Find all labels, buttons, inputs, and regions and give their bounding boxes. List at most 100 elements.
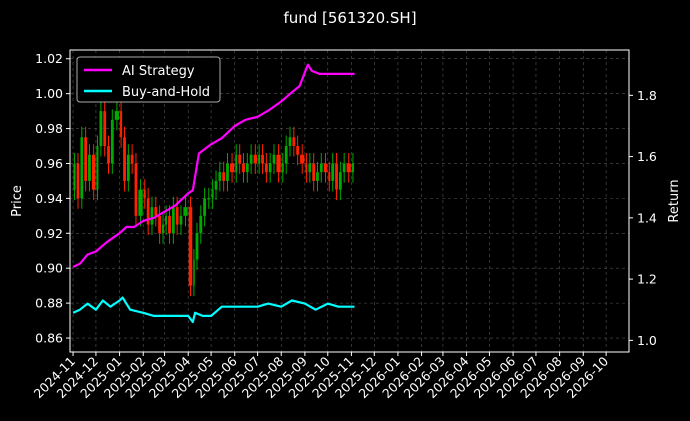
price-bar bbox=[84, 137, 88, 181]
price-bar bbox=[80, 137, 84, 199]
price-bar bbox=[276, 154, 281, 173]
price-bar bbox=[168, 215, 171, 234]
price-bar bbox=[143, 189, 146, 199]
price-bar bbox=[91, 154, 96, 190]
y-tick-label-right: 1.8 bbox=[637, 88, 657, 103]
y-tick-label-left: 0.92 bbox=[35, 226, 63, 241]
legend-label-buy-and-hold: Buy-and-Hold bbox=[122, 85, 210, 100]
price-bar bbox=[281, 163, 284, 173]
price-bar bbox=[207, 198, 211, 200]
legend-label-ai-strategy: AI Strategy bbox=[122, 64, 195, 79]
price-bar bbox=[335, 163, 338, 190]
price-bar bbox=[126, 154, 130, 181]
y-tick-label-right: 1.0 bbox=[637, 333, 657, 348]
y-tick-label-left: 0.96 bbox=[35, 156, 63, 171]
legend-box bbox=[76, 56, 221, 103]
price-bar bbox=[114, 111, 120, 120]
price-bar bbox=[328, 172, 331, 181]
legend: AI Strategy Buy-and-Hold bbox=[76, 56, 221, 103]
y-axis-label-left: Price bbox=[10, 185, 25, 217]
price-bar bbox=[338, 172, 342, 190]
y-tick-label-left: 1.02 bbox=[35, 51, 63, 66]
price-bar bbox=[138, 189, 143, 216]
price-bar bbox=[316, 172, 319, 181]
price-bar bbox=[162, 224, 165, 234]
price-bar bbox=[331, 163, 335, 181]
price-bar bbox=[188, 207, 193, 286]
price-bar bbox=[107, 146, 110, 164]
price-bar bbox=[150, 207, 154, 225]
price-bar bbox=[226, 163, 229, 181]
price-bar bbox=[130, 154, 134, 164]
price-bar bbox=[73, 163, 76, 190]
price-bar bbox=[195, 233, 199, 260]
y-tick-label-right: 1.4 bbox=[637, 210, 657, 225]
y-axis-right: 1.0 1.2 1.4 1.6 1.8 bbox=[629, 88, 657, 348]
price-bar bbox=[103, 111, 107, 147]
price-bar bbox=[346, 163, 351, 173]
price-bar bbox=[292, 137, 296, 147]
price-bar bbox=[342, 163, 346, 173]
price-bar bbox=[193, 259, 195, 286]
price-bar bbox=[268, 163, 272, 173]
plot-frame bbox=[69, 49, 630, 353]
ai-strategy-line bbox=[72, 63, 355, 268]
price-bar bbox=[96, 146, 99, 190]
price-bar bbox=[238, 154, 242, 164]
price-bar bbox=[76, 163, 80, 199]
price-bar bbox=[165, 215, 168, 225]
price-bar bbox=[249, 154, 253, 164]
price-bar bbox=[284, 146, 288, 164]
price-bar bbox=[146, 198, 150, 225]
price-bar bbox=[203, 198, 207, 216]
price-bar bbox=[351, 163, 354, 173]
price-bar bbox=[134, 163, 138, 216]
price-bar bbox=[296, 146, 300, 155]
price-bar bbox=[175, 207, 179, 225]
price-bar bbox=[99, 111, 103, 147]
price-bar bbox=[242, 163, 245, 173]
price-bar bbox=[110, 119, 114, 164]
price-bar bbox=[158, 215, 162, 234]
y-tick-label-right: 1.6 bbox=[637, 149, 657, 164]
price-bar bbox=[218, 172, 222, 181]
price-bar bbox=[264, 163, 268, 173]
y-tick-label-left: 0.98 bbox=[35, 121, 63, 136]
price-bar bbox=[288, 137, 292, 147]
price-bar bbox=[229, 163, 235, 173]
price-bar bbox=[222, 172, 226, 181]
price-bar bbox=[154, 207, 158, 216]
price-bar bbox=[214, 180, 218, 190]
price-bar bbox=[120, 111, 123, 138]
price-candles bbox=[73, 100, 354, 297]
price-bar bbox=[245, 163, 249, 173]
price-bar bbox=[123, 137, 126, 181]
price-bar bbox=[179, 215, 183, 225]
price-bar bbox=[323, 163, 328, 173]
price-bar bbox=[272, 154, 276, 164]
buy-and-hold-line bbox=[72, 296, 355, 324]
y-tick-label-right: 1.2 bbox=[637, 272, 657, 287]
price-bar bbox=[305, 163, 308, 173]
price-bar bbox=[253, 154, 258, 164]
y-tick-label-left: 0.90 bbox=[35, 261, 63, 276]
price-bar bbox=[258, 154, 261, 164]
price-bar bbox=[199, 215, 203, 234]
price-bar bbox=[300, 154, 305, 164]
price-bar bbox=[319, 163, 323, 173]
chart-title: fund [561320.SH] bbox=[283, 9, 416, 27]
price-bar bbox=[235, 154, 238, 173]
price-bar bbox=[261, 154, 264, 164]
price-bar bbox=[312, 163, 316, 181]
y-axis-left: 0.86 0.88 0.90 0.92 0.94 0.96 0.98 1.00 1.02 bbox=[35, 51, 70, 346]
price-bar bbox=[308, 163, 312, 173]
y-tick-label-left: 1.00 bbox=[35, 86, 63, 101]
price-bar bbox=[88, 154, 91, 181]
y-tick-label-left: 0.86 bbox=[35, 331, 63, 346]
y-tick-label-left: 0.94 bbox=[35, 191, 63, 206]
y-axis-label-right: Return bbox=[667, 179, 682, 222]
price-bar bbox=[211, 189, 214, 199]
price-bar bbox=[171, 207, 175, 234]
return-lines bbox=[72, 63, 355, 324]
